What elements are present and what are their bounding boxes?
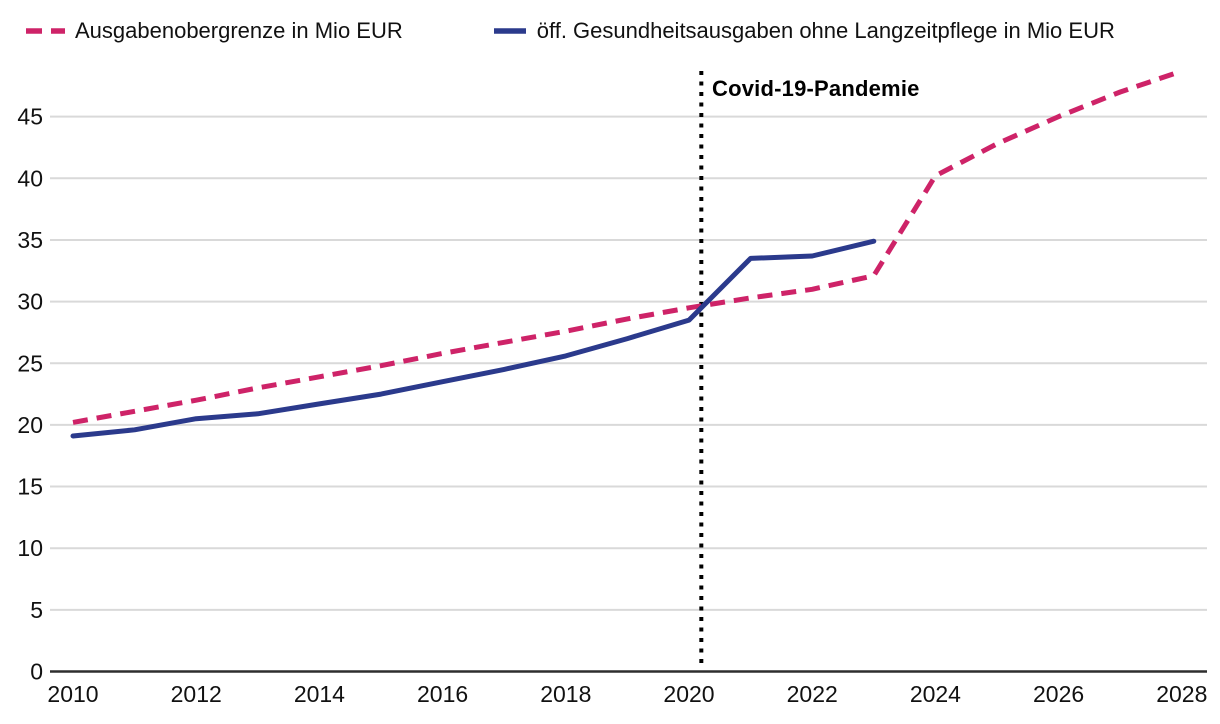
legend: Ausgabenobergrenze in Mio EUR öff. Gesun… bbox=[25, 18, 1115, 44]
y-tick-label: 35 bbox=[17, 227, 43, 253]
solid-line-icon bbox=[493, 28, 526, 34]
y-tick-label: 20 bbox=[17, 412, 43, 438]
x-tick-label: 2016 bbox=[417, 681, 468, 707]
y-tick-label: 30 bbox=[17, 289, 43, 315]
x-tick-label: 2010 bbox=[47, 681, 98, 707]
x-tick-label: 2012 bbox=[171, 681, 222, 707]
y-tick-label: 40 bbox=[17, 165, 43, 191]
legend-item-obergrenze: Ausgabenobergrenze in Mio EUR bbox=[25, 18, 403, 44]
legend-label-gesundheitsausgaben: öff. Gesundheitsausgaben ohne Langzeitpf… bbox=[536, 18, 1115, 43]
dashed-line-icon bbox=[26, 28, 65, 34]
x-tick-label: 2024 bbox=[910, 681, 961, 707]
x-tick-label: 2028 bbox=[1156, 681, 1207, 707]
y-tick-label: 5 bbox=[30, 597, 43, 623]
x-tick-label: 2020 bbox=[663, 681, 714, 707]
x-tick-label: 2014 bbox=[294, 681, 345, 707]
legend-label-obergrenze: Ausgabenobergrenze in Mio EUR bbox=[75, 18, 403, 43]
series-line-gesundheitsausgaben bbox=[70, 238, 877, 439]
y-tick-label: 10 bbox=[17, 535, 43, 561]
series-line-ausgabenobergrenze bbox=[72, 68, 1183, 425]
y-tick-label: 0 bbox=[30, 659, 43, 685]
y-tick-label: 15 bbox=[17, 474, 43, 500]
y-tick-label: 25 bbox=[17, 350, 43, 376]
legend-item-gesundheitsausgaben: öff. Gesundheitsausgaben ohne Langzeitpf… bbox=[493, 18, 1115, 44]
x-tick-label: 2022 bbox=[787, 681, 838, 707]
covid-annotation-label: Covid-19-Pandemie bbox=[712, 76, 920, 101]
y-tick-label: 45 bbox=[17, 104, 43, 130]
x-tick-label: 2018 bbox=[540, 681, 591, 707]
x-tick-label: 2026 bbox=[1033, 681, 1084, 707]
